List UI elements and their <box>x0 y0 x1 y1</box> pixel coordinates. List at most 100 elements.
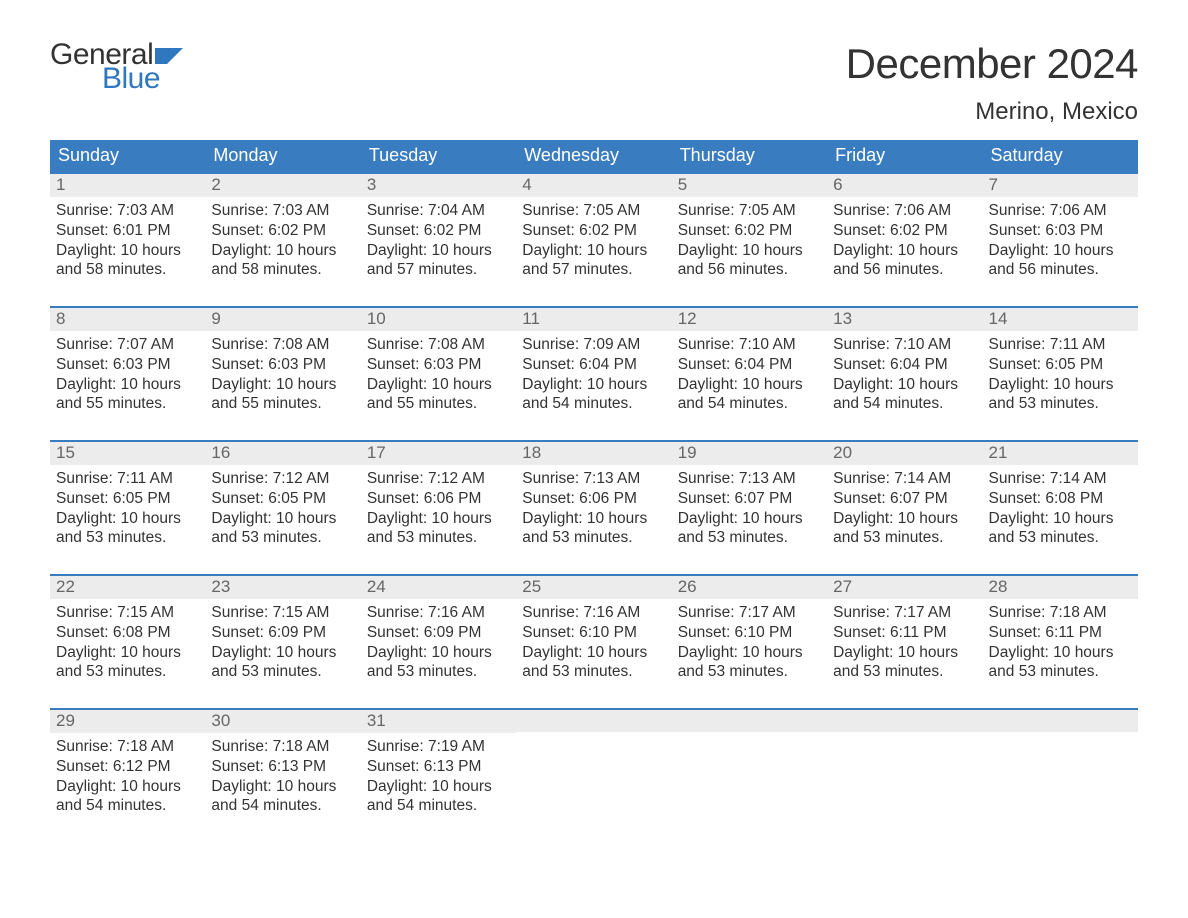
cell-body: Sunrise: 7:08 AMSunset: 6:03 PMDaylight:… <box>361 331 516 420</box>
dl1-text: Daylight: 10 hours <box>989 643 1132 663</box>
dl2-text: and 53 minutes. <box>833 662 976 682</box>
dl1-text: Daylight: 10 hours <box>833 643 976 663</box>
sunrise-text: Sunrise: 7:18 AM <box>56 737 199 757</box>
dl1-text: Daylight: 10 hours <box>522 375 665 395</box>
calendar: Sunday Monday Tuesday Wednesday Thursday… <box>50 140 1138 828</box>
sunrise-text: Sunrise: 7:11 AM <box>989 335 1132 355</box>
sunrise-text: Sunrise: 7:14 AM <box>833 469 976 489</box>
calendar-cell: 27 Sunrise: 7:17 AMSunset: 6:11 PMDayligh… <box>827 576 982 694</box>
dl1-text: Daylight: 10 hours <box>522 241 665 261</box>
cell-body: Sunrise: 7:14 AMSunset: 6:07 PMDaylight:… <box>827 465 982 554</box>
day-number: 11 <box>522 309 540 328</box>
dl1-text: Daylight: 10 hours <box>678 643 821 663</box>
sunrise-text: Sunrise: 7:07 AM <box>56 335 199 355</box>
calendar-cell: 10 Sunrise: 7:08 AMSunset: 6:03 PMDayligh… <box>361 308 516 426</box>
sunrise-text: Sunrise: 7:15 AM <box>56 603 199 623</box>
cell-body: Sunrise: 7:15 AMSunset: 6:09 PMDaylight:… <box>205 599 360 688</box>
cell-body: Sunrise: 7:12 AMSunset: 6:05 PMDaylight:… <box>205 465 360 554</box>
dl1-text: Daylight: 10 hours <box>211 777 354 797</box>
sunrise-text: Sunrise: 7:18 AM <box>211 737 354 757</box>
calendar-week: 22Sunrise: 7:15 AMSunset: 6:08 PMDayligh… <box>50 574 1138 694</box>
calendar-cell: 3Sunrise: 7:04 AMSunset: 6:02 PMDaylight… <box>361 174 516 292</box>
calendar-cell <box>672 710 827 828</box>
calendar-cell: 24Sunrise: 7:16 AMSunset: 6:09 PMDayligh… <box>361 576 516 694</box>
day-header: Monday <box>205 140 360 172</box>
day-number: 26 <box>678 577 697 596</box>
day-number: 19 <box>678 443 697 462</box>
dl2-text: and 53 minutes. <box>678 528 821 548</box>
dl2-text: and 53 minutes. <box>678 662 821 682</box>
dl2-text: and 53 minutes. <box>211 528 354 548</box>
cell-body: Sunrise: 7:07 AMSunset: 6:03 PMDaylight:… <box>50 331 205 420</box>
calendar-week: 8Sunrise: 7:07 AMSunset: 6:03 PMDaylight… <box>50 306 1138 426</box>
dl1-text: Daylight: 10 hours <box>989 509 1132 529</box>
day-number-row: 25 <box>516 576 671 599</box>
day-number-row: 14 <box>983 308 1138 331</box>
day-header: Wednesday <box>516 140 671 172</box>
dl2-text: and 53 minutes. <box>367 528 510 548</box>
sunset-text: Sunset: 6:13 PM <box>367 757 510 777</box>
dl2-text: and 58 minutes. <box>56 260 199 280</box>
cell-body: Sunrise: 7:18 AMSunset: 6:12 PMDaylight:… <box>50 733 205 822</box>
sunset-text: Sunset: 6:08 PM <box>56 623 199 643</box>
dl1-text: Daylight: 10 hours <box>678 375 821 395</box>
dl2-text: and 53 minutes. <box>989 528 1132 548</box>
calendar-cell: 2Sunrise: 7:03 AMSunset: 6:02 PMDaylight… <box>205 174 360 292</box>
logo-text-blue: Blue <box>102 64 185 94</box>
dl2-text: and 53 minutes. <box>989 394 1132 414</box>
day-number: 6 <box>833 175 842 194</box>
sunrise-text: Sunrise: 7:16 AM <box>367 603 510 623</box>
sunset-text: Sunset: 6:03 PM <box>989 221 1132 241</box>
day-number-row: 7 <box>983 174 1138 197</box>
cell-body: Sunrise: 7:19 AMSunset: 6:13 PMDaylight:… <box>361 733 516 822</box>
calendar-cell: 1Sunrise: 7:03 AMSunset: 6:01 PMDaylight… <box>50 174 205 292</box>
day-number: 30 <box>211 711 230 730</box>
sunrise-text: Sunrise: 7:06 AM <box>989 201 1132 221</box>
sunrise-text: Sunrise: 7:14 AM <box>989 469 1132 489</box>
cell-body: Sunrise: 7:12 AMSunset: 6:06 PMDaylight:… <box>361 465 516 554</box>
day-number: 27 <box>833 577 852 596</box>
sunset-text: Sunset: 6:02 PM <box>833 221 976 241</box>
day-number-row: 9 <box>205 308 360 331</box>
cell-body: Sunrise: 7:08 AMSunset: 6:03 PMDaylight:… <box>205 331 360 420</box>
dl1-text: Daylight: 10 hours <box>56 643 199 663</box>
day-number: 13 <box>833 309 852 328</box>
sunset-text: Sunset: 6:11 PM <box>833 623 976 643</box>
day-number: 24 <box>367 577 386 596</box>
dl1-text: Daylight: 10 hours <box>367 777 510 797</box>
calendar-cell: 25Sunrise: 7:16 AMSunset: 6:10 PMDayligh… <box>516 576 671 694</box>
sunrise-text: Sunrise: 7:05 AM <box>522 201 665 221</box>
dl1-text: Daylight: 10 hours <box>56 509 199 529</box>
day-number: 10 <box>367 309 386 328</box>
cell-body: Sunrise: 7:17 AMSunset: 6:10 PMDaylight:… <box>672 599 827 688</box>
dl2-text: and 54 minutes. <box>678 394 821 414</box>
sunset-text: Sunset: 6:10 PM <box>522 623 665 643</box>
day-header: Thursday <box>672 140 827 172</box>
calendar-week: 15Sunrise: 7:11 AMSunset: 6:05 PMDayligh… <box>50 440 1138 560</box>
dl2-text: and 54 minutes. <box>56 796 199 816</box>
calendar-cell: 21 Sunrise: 7:14 AMSunset: 6:08 PMDayligh… <box>983 442 1138 560</box>
cell-body <box>827 732 982 822</box>
cell-body: Sunrise: 7:17 AMSunset: 6:11 PMDaylight:… <box>827 599 982 688</box>
cell-body <box>983 732 1138 822</box>
calendar-cell: 15Sunrise: 7:11 AMSunset: 6:05 PMDayligh… <box>50 442 205 560</box>
dl2-text: and 56 minutes. <box>989 260 1132 280</box>
weeks-container: 1Sunrise: 7:03 AMSunset: 6:01 PMDaylight… <box>50 172 1138 828</box>
day-number: 2 <box>211 175 220 194</box>
day-number-row: 22 <box>50 576 205 599</box>
dl2-text: and 58 minutes. <box>211 260 354 280</box>
cell-body: Sunrise: 7:06 AMSunset: 6:03 PMDaylight:… <box>983 197 1138 286</box>
calendar-cell: 6Sunrise: 7:06 AMSunset: 6:02 PMDaylight… <box>827 174 982 292</box>
day-number: 21 <box>989 443 1008 462</box>
calendar-cell: 18Sunrise: 7:13 AMSunset: 6:06 PMDayligh… <box>516 442 671 560</box>
day-number: 23 <box>211 577 230 596</box>
day-number-row: 27 <box>827 576 982 599</box>
cell-body: Sunrise: 7:04 AMSunset: 6:02 PMDaylight:… <box>361 197 516 286</box>
cell-body: Sunrise: 7:14 AMSunset: 6:08 PMDaylight:… <box>983 465 1138 554</box>
sunset-text: Sunset: 6:06 PM <box>522 489 665 509</box>
sunset-text: Sunset: 6:12 PM <box>56 757 199 777</box>
sunset-text: Sunset: 6:02 PM <box>211 221 354 241</box>
sunset-text: Sunset: 6:05 PM <box>211 489 354 509</box>
cell-body: Sunrise: 7:15 AMSunset: 6:08 PMDaylight:… <box>50 599 205 688</box>
calendar-cell: 5Sunrise: 7:05 AMSunset: 6:02 PMDaylight… <box>672 174 827 292</box>
